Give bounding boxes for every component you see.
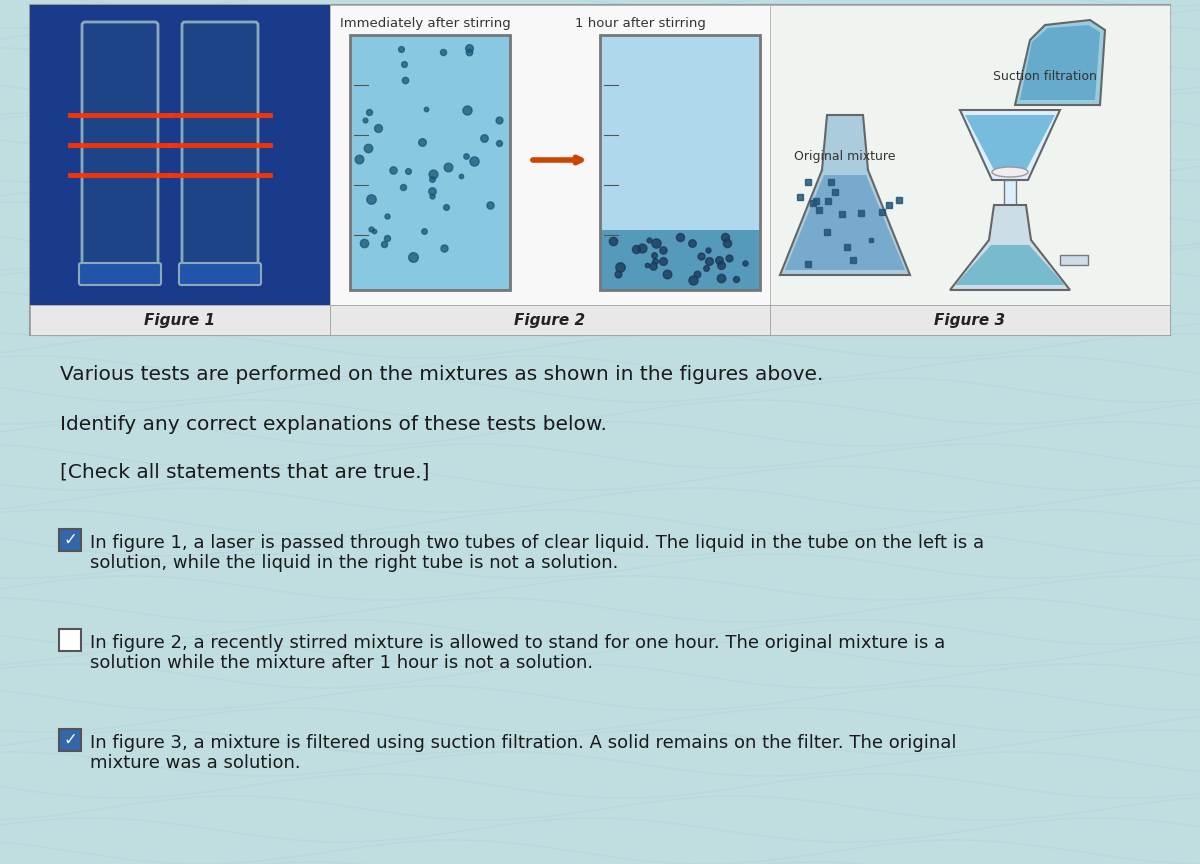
FancyBboxPatch shape xyxy=(770,5,1170,305)
Polygon shape xyxy=(1020,25,1100,100)
FancyBboxPatch shape xyxy=(1060,255,1088,265)
FancyBboxPatch shape xyxy=(82,22,158,268)
Text: [Check all statements that are true.]: [Check all statements that are true.] xyxy=(60,462,430,481)
Text: In figure 1, a laser is passed through two tubes of clear liquid. The liquid in : In figure 1, a laser is passed through t… xyxy=(90,534,984,552)
FancyBboxPatch shape xyxy=(30,5,330,305)
Polygon shape xyxy=(955,245,1066,285)
Text: Figure 2: Figure 2 xyxy=(515,313,586,327)
FancyBboxPatch shape xyxy=(30,5,1170,335)
Text: ✓: ✓ xyxy=(64,731,77,749)
FancyBboxPatch shape xyxy=(79,263,161,285)
Polygon shape xyxy=(1015,20,1105,105)
FancyBboxPatch shape xyxy=(59,529,82,551)
Text: 1 hour after stirring: 1 hour after stirring xyxy=(575,17,706,30)
FancyBboxPatch shape xyxy=(600,230,760,290)
Polygon shape xyxy=(950,205,1070,290)
FancyBboxPatch shape xyxy=(1004,180,1016,215)
Text: Figure 1: Figure 1 xyxy=(144,313,216,327)
Text: In figure 2, a recently stirred mixture is allowed to stand for one hour. The or: In figure 2, a recently stirred mixture … xyxy=(90,634,946,652)
Text: mixture was a solution.: mixture was a solution. xyxy=(90,754,301,772)
Polygon shape xyxy=(785,175,905,270)
Text: Immediately after stirring: Immediately after stirring xyxy=(340,17,510,30)
FancyBboxPatch shape xyxy=(600,35,760,230)
FancyBboxPatch shape xyxy=(179,263,262,285)
Text: Figure 3: Figure 3 xyxy=(935,313,1006,327)
FancyBboxPatch shape xyxy=(59,729,82,751)
Text: Various tests are performed on the mixtures as shown in the figures above.: Various tests are performed on the mixtu… xyxy=(60,365,823,384)
Polygon shape xyxy=(960,110,1060,180)
FancyBboxPatch shape xyxy=(330,305,770,335)
FancyBboxPatch shape xyxy=(330,5,770,305)
FancyBboxPatch shape xyxy=(182,22,258,268)
FancyBboxPatch shape xyxy=(59,629,82,651)
Text: Suction filtration: Suction filtration xyxy=(994,70,1097,83)
Text: ✓: ✓ xyxy=(64,531,77,549)
FancyBboxPatch shape xyxy=(30,305,330,335)
FancyBboxPatch shape xyxy=(770,305,1170,335)
Text: solution while the mixture after 1 hour is not a solution.: solution while the mixture after 1 hour … xyxy=(90,654,593,672)
Polygon shape xyxy=(965,115,1055,170)
Text: In figure 3, a mixture is filtered using suction filtration. A solid remains on : In figure 3, a mixture is filtered using… xyxy=(90,734,956,752)
Text: solution, while the liquid in the right tube is not a solution.: solution, while the liquid in the right … xyxy=(90,554,618,572)
Text: Original mixture: Original mixture xyxy=(794,150,895,163)
Ellipse shape xyxy=(992,167,1028,177)
Polygon shape xyxy=(780,115,910,275)
Text: Identify any correct explanations of these tests below.: Identify any correct explanations of the… xyxy=(60,415,607,434)
FancyBboxPatch shape xyxy=(350,35,510,290)
